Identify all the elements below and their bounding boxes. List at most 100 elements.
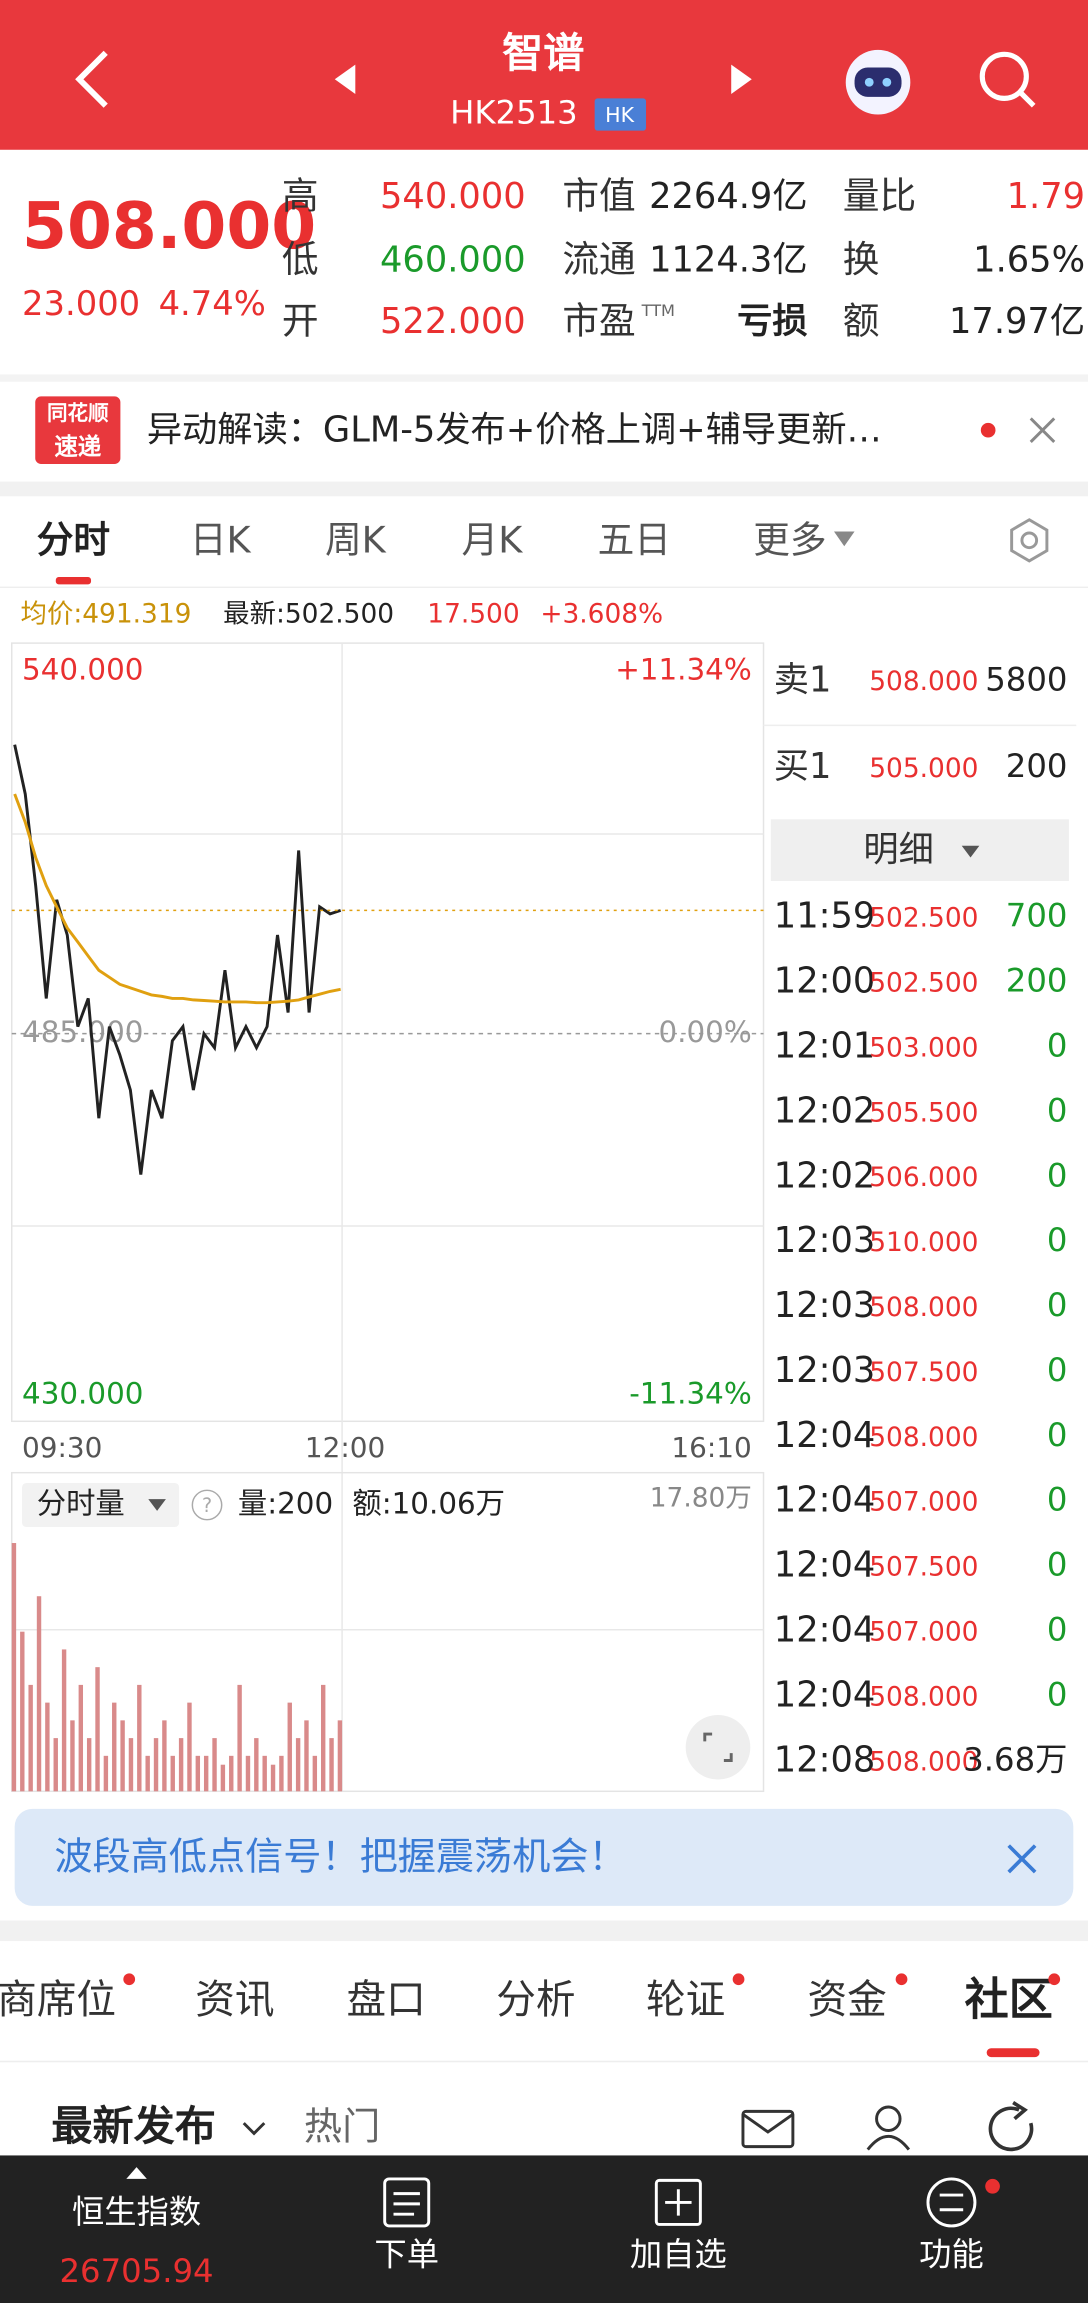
volume-bar: [203, 1755, 209, 1792]
settings-icon[interactable]: [1010, 518, 1049, 563]
assistant-icon[interactable]: [845, 49, 911, 115]
y-tick-label: 485.000: [22, 1015, 143, 1049]
trade-volume: 0: [1047, 1091, 1068, 1129]
y-tick-label: 540.000: [22, 653, 143, 687]
trade-volume: 0: [1047, 1221, 1068, 1259]
news-text[interactable]: 异动解读：GLM-5发布+价格上调+辅导更新…: [147, 410, 882, 451]
news-close[interactable]: [1029, 417, 1056, 443]
search-icon[interactable]: [979, 51, 1036, 108]
volume-qty: 量:200: [238, 1486, 333, 1520]
stat-value: 亏损: [737, 301, 807, 342]
detail-header[interactable]: [770, 819, 1069, 881]
x-tick-label: 16:10: [671, 1431, 751, 1464]
stat-label: 量比: [843, 175, 916, 218]
trade-price: 507.500: [869, 1357, 978, 1388]
news-dot: [980, 422, 996, 438]
trade-price: 506.000: [869, 1162, 978, 1193]
change-pct: 4.74%: [159, 284, 266, 323]
signal-banner[interactable]: [14, 1808, 1074, 1906]
trade-price: 505.500: [869, 1097, 978, 1128]
news-badge-top: 同花顺: [47, 401, 109, 425]
stat-value: 540.000: [380, 176, 526, 217]
trade-volume: 0: [1047, 1546, 1068, 1584]
section-tab[interactable]: 商席位: [0, 1977, 116, 2023]
trade-price: 502.500: [869, 903, 978, 934]
index-name[interactable]: 恒生指数: [72, 2193, 201, 2231]
trade-volume: 200: [1006, 962, 1068, 1000]
feed-hot[interactable]: 热门: [304, 2106, 380, 2150]
volume-bar: [295, 1738, 301, 1792]
settings-icon: [1020, 531, 1039, 550]
volume-bar: [245, 1755, 251, 1792]
volume-bar: [36, 1596, 42, 1792]
chart-tab[interactable]: 分时: [37, 518, 110, 561]
trade-time: 12:03: [774, 1285, 876, 1326]
section-tab[interactable]: 资金: [808, 1977, 887, 2023]
volume-bar: [312, 1755, 318, 1792]
trade-volume: 700: [1006, 897, 1068, 935]
detail-arrow: [961, 845, 980, 858]
stat-value: 1.79: [1007, 176, 1085, 217]
chart-tab[interactable]: 日K: [190, 518, 252, 561]
chart-tab[interactable]: 月K: [462, 518, 524, 561]
volume-selector[interactable]: [22, 1482, 180, 1528]
stat-label: 低: [282, 238, 319, 281]
trade-time: 12:04: [774, 1415, 876, 1456]
help-icon[interactable]: [191, 1489, 223, 1521]
function-icon[interactable]: [926, 2177, 1000, 2228]
chart-tab[interactable]: 更多: [753, 518, 826, 561]
prev-stock[interactable]: [334, 64, 356, 94]
chart-tab[interactable]: 五日: [598, 518, 671, 561]
section-tab[interactable]: 盘口: [347, 1977, 426, 2023]
stock-code: HK2513: [450, 94, 578, 132]
trade-time: 12:02: [774, 1155, 876, 1196]
trade-price: 507.500: [869, 1552, 978, 1583]
latest-price: 最新:502.500: [223, 599, 394, 630]
volume-bar: [270, 1764, 276, 1792]
notice-dot: [895, 1973, 908, 1986]
trade-time: 12:04: [774, 1545, 876, 1586]
chart-tab[interactable]: 周K: [325, 518, 387, 561]
next-stock[interactable]: [731, 64, 752, 94]
volume-amount: 额:10.06万: [352, 1486, 505, 1520]
nav-item[interactable]: 加自选: [630, 2236, 727, 2274]
volume-bar: [279, 1755, 284, 1792]
ask-price: 508.000: [869, 666, 978, 697]
volume-bar: [212, 1738, 217, 1792]
volume-bar: [153, 1738, 159, 1792]
notice-dot: [123, 1973, 136, 1986]
profile-icon[interactable]: [866, 2105, 911, 2151]
section-tab[interactable]: 社区: [965, 1975, 1053, 2026]
trade-volume: 0: [1047, 1481, 1068, 1519]
section-tab[interactable]: 轮证: [646, 1977, 725, 2023]
back-button[interactable]: [75, 50, 108, 108]
trade-price: 508.000: [869, 1681, 978, 1712]
expand-icon: [703, 1732, 733, 1762]
trade-volume: 0: [1047, 1351, 1068, 1389]
nav-item[interactable]: 功能: [919, 2236, 984, 2274]
section-tab[interactable]: 资讯: [195, 1977, 274, 2023]
expand-button[interactable]: [685, 1714, 751, 1780]
order-icon[interactable]: [383, 2177, 431, 2228]
stat-label: 市盈: [562, 300, 635, 343]
trade-price: 507.000: [869, 1617, 978, 1648]
divider: [0, 1920, 1088, 1942]
banner-close[interactable]: [1007, 1844, 1037, 1874]
selector-arrow: [148, 1499, 166, 1511]
volume-label[interactable]: 分时量: [37, 1486, 125, 1520]
ask-label: 卖1: [774, 659, 832, 700]
refresh-icon[interactable]: [988, 2101, 1034, 2152]
volume-bar: [254, 1738, 259, 1792]
feed-latest[interactable]: 最新发布: [51, 2102, 215, 2150]
sort-arrow[interactable]: [242, 2122, 266, 2136]
nav-item[interactable]: 下单: [374, 2236, 439, 2274]
stat-value: 522.000: [380, 301, 526, 342]
trade-price: 508.000: [869, 1292, 978, 1323]
stat-label: 流通: [562, 238, 635, 281]
add-watch-icon[interactable]: [654, 2178, 702, 2226]
volume-bar: [262, 1755, 267, 1792]
volume-bar: [178, 1738, 184, 1792]
mail-icon[interactable]: [741, 2109, 795, 2149]
chart-frame: [11, 642, 765, 1423]
section-tab[interactable]: 分析: [496, 1977, 575, 2023]
